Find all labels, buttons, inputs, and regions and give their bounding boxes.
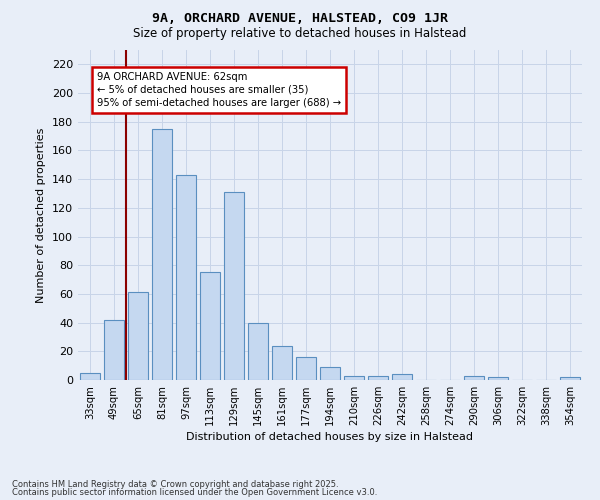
X-axis label: Distribution of detached houses by size in Halstead: Distribution of detached houses by size … xyxy=(187,432,473,442)
Text: 9A ORCHARD AVENUE: 62sqm
← 5% of detached houses are smaller (35)
95% of semi-de: 9A ORCHARD AVENUE: 62sqm ← 5% of detache… xyxy=(97,72,341,108)
Bar xyxy=(392,374,412,380)
Bar xyxy=(464,376,484,380)
Bar xyxy=(152,129,172,380)
Bar xyxy=(80,373,100,380)
Text: Size of property relative to detached houses in Halstead: Size of property relative to detached ho… xyxy=(133,28,467,40)
Y-axis label: Number of detached properties: Number of detached properties xyxy=(37,128,46,302)
Bar xyxy=(176,175,196,380)
Bar xyxy=(320,367,340,380)
Text: Contains HM Land Registry data © Crown copyright and database right 2025.: Contains HM Land Registry data © Crown c… xyxy=(12,480,338,489)
Bar xyxy=(224,192,244,380)
Bar xyxy=(272,346,292,380)
Bar xyxy=(104,320,124,380)
Bar xyxy=(488,377,508,380)
Bar xyxy=(296,357,316,380)
Bar xyxy=(248,322,268,380)
Bar xyxy=(560,377,580,380)
Text: 9A, ORCHARD AVENUE, HALSTEAD, CO9 1JR: 9A, ORCHARD AVENUE, HALSTEAD, CO9 1JR xyxy=(152,12,448,26)
Bar xyxy=(368,376,388,380)
Bar xyxy=(200,272,220,380)
Bar xyxy=(344,376,364,380)
Text: Contains public sector information licensed under the Open Government Licence v3: Contains public sector information licen… xyxy=(12,488,377,497)
Bar xyxy=(128,292,148,380)
